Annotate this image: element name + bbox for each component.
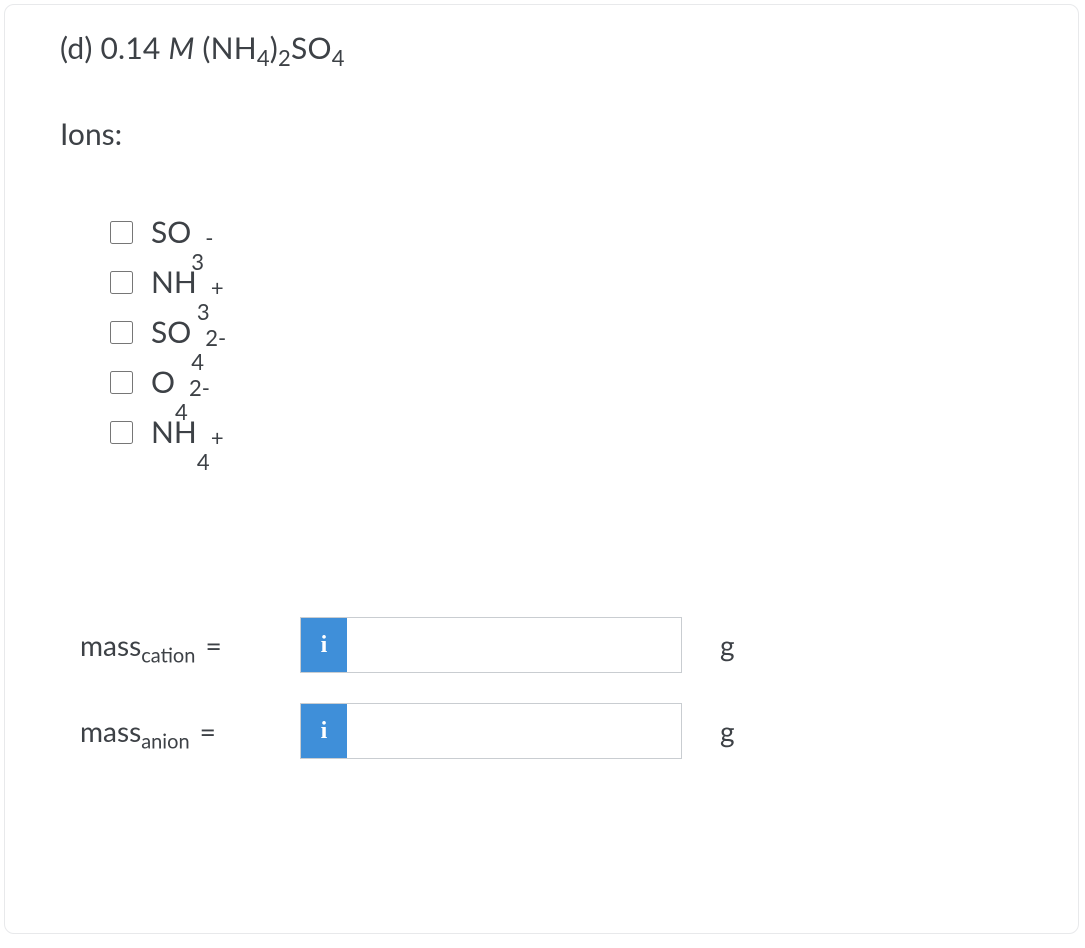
ion-formula: NH3+ bbox=[151, 267, 198, 297]
mass-cation-row: masscation = i g bbox=[80, 617, 1023, 673]
ion-checkbox[interactable] bbox=[110, 321, 133, 344]
part-label: (d) bbox=[60, 30, 100, 66]
ion-formula: SO3- bbox=[151, 217, 192, 247]
unit-label: g bbox=[720, 714, 735, 748]
unit-label: g bbox=[720, 628, 735, 662]
ion-options-list: SO3- NH3+ SO42- O42- NH4+ bbox=[110, 207, 1023, 457]
ion-checkbox[interactable] bbox=[110, 271, 133, 294]
info-icon[interactable]: i bbox=[301, 704, 347, 758]
ion-base: NH bbox=[151, 414, 197, 450]
ion-checkbox[interactable] bbox=[110, 421, 133, 444]
mass-label-sub: anion bbox=[141, 730, 189, 754]
ion-base: O bbox=[151, 364, 175, 400]
mass-cation-label: masscation = bbox=[80, 628, 300, 662]
ion-formula: SO42- bbox=[151, 317, 192, 347]
molar-symbol: M bbox=[168, 30, 194, 66]
ions-heading: Ions: bbox=[60, 116, 1023, 152]
ion-option: SO3- bbox=[110, 207, 1023, 257]
ion-superscript: - bbox=[205, 227, 213, 249]
compound-part1: (NH bbox=[195, 30, 257, 66]
mass-anion-label: massanion = bbox=[80, 714, 300, 748]
ion-subscript: 4 bbox=[191, 351, 204, 373]
concentration-value: 0.14 bbox=[100, 30, 160, 66]
question-text: (d) 0.14 M (NH4)2SO4 bbox=[60, 30, 1023, 66]
equals-sign: = bbox=[197, 714, 219, 748]
mass-label-base: mass bbox=[80, 714, 141, 748]
ion-option: NH4+ bbox=[110, 407, 1023, 457]
mass-cation-input[interactable] bbox=[347, 618, 681, 672]
ion-option: O42- bbox=[110, 357, 1023, 407]
compound-part3: SO bbox=[291, 30, 332, 66]
compound-sub2: 2 bbox=[278, 44, 291, 71]
compound-sub3: 4 bbox=[332, 44, 345, 71]
mass-anion-input-group: i bbox=[300, 703, 682, 759]
ion-superscript: + bbox=[211, 277, 224, 299]
mass-label-sub: cation bbox=[141, 644, 195, 668]
ion-superscript: 2- bbox=[205, 327, 226, 349]
ion-checkbox[interactable] bbox=[110, 371, 133, 394]
ion-superscript: + bbox=[211, 427, 224, 449]
ion-formula: O42- bbox=[151, 367, 176, 397]
ion-option: NH3+ bbox=[110, 257, 1023, 307]
equals-sign: = bbox=[203, 628, 225, 662]
ion-subscript: 4 bbox=[197, 451, 210, 473]
mass-anion-input[interactable] bbox=[347, 704, 681, 758]
compound-part2: ) bbox=[270, 30, 278, 66]
ion-base: SO bbox=[151, 214, 191, 250]
ion-superscript: 2- bbox=[189, 377, 210, 399]
question-card: (d) 0.14 M (NH4)2SO4 Ions: SO3- NH3+ SO4… bbox=[4, 4, 1079, 934]
mass-label-base: mass bbox=[80, 628, 141, 662]
mass-anion-row: massanion = i g bbox=[80, 703, 1023, 759]
ion-checkbox[interactable] bbox=[110, 221, 133, 244]
ion-subscript: 3 bbox=[197, 301, 210, 323]
ion-option: SO42- bbox=[110, 307, 1023, 357]
ion-base: SO bbox=[151, 314, 191, 350]
ion-formula: NH4+ bbox=[151, 417, 198, 447]
answer-area: masscation = i g massanion = i g bbox=[80, 617, 1023, 759]
info-icon[interactable]: i bbox=[301, 618, 347, 672]
ion-base: NH bbox=[151, 264, 197, 300]
mass-cation-input-group: i bbox=[300, 617, 682, 673]
compound-sub1: 4 bbox=[257, 44, 270, 71]
